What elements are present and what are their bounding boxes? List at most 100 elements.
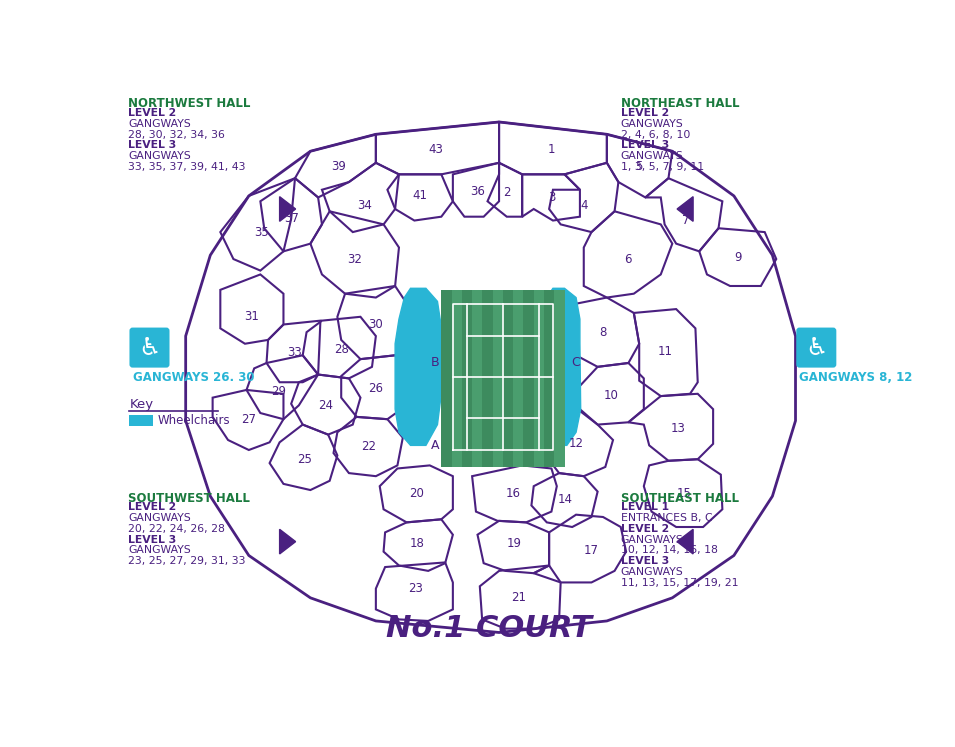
Text: GANGWAYS: GANGWAYS xyxy=(128,545,191,556)
Text: 13: 13 xyxy=(670,422,685,435)
Text: Wheelchairs: Wheelchairs xyxy=(158,415,230,427)
Bar xyxy=(513,290,523,467)
Text: 35: 35 xyxy=(254,226,268,238)
Text: 28, 30, 32, 34, 36: 28, 30, 32, 34, 36 xyxy=(128,130,224,140)
Text: GANGWAYS: GANGWAYS xyxy=(128,513,191,523)
Text: 1: 1 xyxy=(547,143,555,156)
Text: 39: 39 xyxy=(330,160,346,173)
FancyBboxPatch shape xyxy=(130,328,169,368)
Text: LEVEL 3: LEVEL 3 xyxy=(621,140,668,150)
Text: ♿: ♿ xyxy=(138,335,160,359)
Text: A: A xyxy=(431,439,439,452)
Bar xyxy=(503,290,513,467)
Text: LEVEL 2: LEVEL 2 xyxy=(128,108,176,118)
Text: 11: 11 xyxy=(658,345,673,358)
Text: 22: 22 xyxy=(361,440,375,453)
Text: 20: 20 xyxy=(410,487,424,500)
Text: No.1 COURT: No.1 COURT xyxy=(386,614,592,643)
Text: 26: 26 xyxy=(369,382,383,395)
Bar xyxy=(452,290,462,467)
Text: 9: 9 xyxy=(734,251,741,264)
Polygon shape xyxy=(395,288,441,445)
Text: 32: 32 xyxy=(348,252,363,265)
Text: C: C xyxy=(572,356,581,370)
Text: NORTHWEST HALL: NORTHWEST HALL xyxy=(128,97,250,111)
Text: ♿: ♿ xyxy=(805,335,827,359)
FancyBboxPatch shape xyxy=(796,328,837,368)
Text: 21: 21 xyxy=(511,592,526,604)
Text: NORTHEAST HALL: NORTHEAST HALL xyxy=(621,97,739,111)
Bar xyxy=(482,290,493,467)
Text: GANGWAYS: GANGWAYS xyxy=(621,567,684,577)
Text: 2: 2 xyxy=(503,185,511,199)
Text: GANGWAYS: GANGWAYS xyxy=(128,151,191,161)
Polygon shape xyxy=(280,530,296,554)
Bar xyxy=(544,290,554,467)
Text: 20, 22, 24, 26, 28: 20, 22, 24, 26, 28 xyxy=(128,524,224,534)
Text: 31: 31 xyxy=(244,310,259,323)
Text: 37: 37 xyxy=(284,212,299,226)
Bar xyxy=(472,290,482,467)
Text: LEVEL 2: LEVEL 2 xyxy=(621,524,668,534)
Text: 4: 4 xyxy=(580,199,587,211)
Bar xyxy=(462,290,472,467)
Bar xyxy=(534,290,544,467)
Text: 5: 5 xyxy=(635,160,642,173)
Text: LEVEL 2: LEVEL 2 xyxy=(621,108,668,118)
Text: LEVEL 3: LEVEL 3 xyxy=(128,140,176,150)
Text: 7: 7 xyxy=(683,214,690,227)
Text: SOUTHEAST HALL: SOUTHEAST HALL xyxy=(621,492,739,504)
Text: B: B xyxy=(431,356,439,370)
Text: 12: 12 xyxy=(568,437,584,450)
Text: 30: 30 xyxy=(369,318,383,331)
Text: GANGWAYS 26. 30: GANGWAYS 26. 30 xyxy=(133,371,254,384)
Text: 25: 25 xyxy=(298,453,312,465)
Text: 23: 23 xyxy=(409,582,423,595)
Bar xyxy=(554,290,564,467)
Text: GANGWAYS: GANGWAYS xyxy=(128,119,191,129)
Polygon shape xyxy=(280,196,296,221)
Text: 15: 15 xyxy=(676,487,691,500)
Text: 10: 10 xyxy=(604,389,618,402)
Text: SOUTHWEST HALL: SOUTHWEST HALL xyxy=(128,492,250,504)
Polygon shape xyxy=(677,196,693,221)
Text: 17: 17 xyxy=(584,544,599,557)
Text: 3: 3 xyxy=(548,191,555,204)
Text: 8: 8 xyxy=(600,326,606,338)
Bar xyxy=(130,415,153,426)
Text: 41: 41 xyxy=(413,190,427,202)
Polygon shape xyxy=(677,530,693,554)
Text: 6: 6 xyxy=(624,252,631,265)
Text: Key: Key xyxy=(130,397,154,411)
Text: 2, 4, 6, 8, 10: 2, 4, 6, 8, 10 xyxy=(621,130,690,140)
Text: GANGWAYS: GANGWAYS xyxy=(621,119,684,129)
Text: 23, 25, 27, 29, 31, 33: 23, 25, 27, 29, 31, 33 xyxy=(128,557,245,566)
Text: 29: 29 xyxy=(271,385,286,398)
Text: 1, 3, 5, 7, 9, 11: 1, 3, 5, 7, 9, 11 xyxy=(621,162,704,172)
Text: ENTRANCES B, C: ENTRANCES B, C xyxy=(621,513,712,523)
Text: 43: 43 xyxy=(429,143,443,156)
Text: 24: 24 xyxy=(318,399,333,412)
Text: GANGWAYS: GANGWAYS xyxy=(621,535,684,545)
Text: GANGWAYS: GANGWAYS xyxy=(621,151,684,161)
Text: 11, 13, 15, 17, 19, 21: 11, 13, 15, 17, 19, 21 xyxy=(621,578,738,588)
Text: 27: 27 xyxy=(242,412,256,426)
Text: 16: 16 xyxy=(505,487,520,500)
Text: 14: 14 xyxy=(558,493,573,506)
Text: 18: 18 xyxy=(410,537,424,551)
Text: 33: 33 xyxy=(286,347,302,359)
Text: GANGWAYS 8, 12: GANGWAYS 8, 12 xyxy=(799,371,913,384)
Text: LEVEL 3: LEVEL 3 xyxy=(128,535,176,545)
Text: 33, 35, 37, 39, 41, 43: 33, 35, 37, 39, 41, 43 xyxy=(128,162,245,172)
Text: LEVEL 1: LEVEL 1 xyxy=(621,503,668,512)
Bar xyxy=(441,290,452,467)
Text: LEVEL 2: LEVEL 2 xyxy=(128,503,176,512)
Text: 19: 19 xyxy=(507,537,522,551)
Polygon shape xyxy=(538,288,581,445)
Text: 36: 36 xyxy=(470,185,485,198)
Text: 28: 28 xyxy=(334,344,349,356)
Text: LEVEL 3: LEVEL 3 xyxy=(621,557,668,566)
Text: 10, 12, 14, 16, 18: 10, 12, 14, 16, 18 xyxy=(621,545,717,556)
Bar xyxy=(493,290,503,467)
Bar xyxy=(523,290,534,467)
